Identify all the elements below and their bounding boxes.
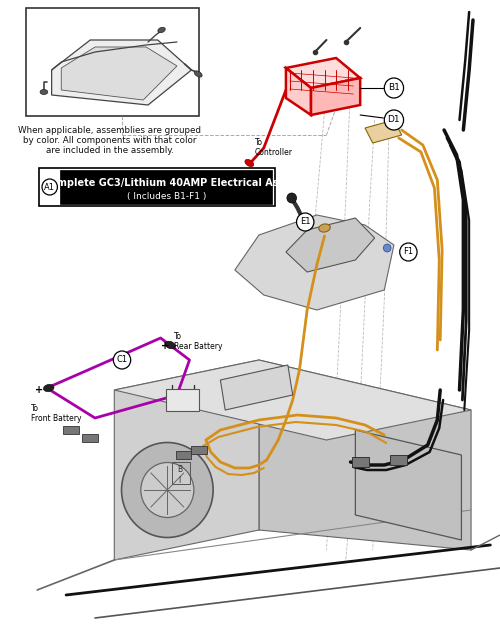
Polygon shape xyxy=(235,215,394,310)
Text: by color. All components with that color: by color. All components with that color xyxy=(22,136,196,145)
Circle shape xyxy=(287,193,296,203)
Text: +: + xyxy=(35,385,43,395)
Text: E1: E1 xyxy=(300,218,310,227)
Text: A1: A1 xyxy=(44,182,55,192)
Ellipse shape xyxy=(158,27,166,33)
Text: To
Front Battery: To Front Battery xyxy=(32,404,82,423)
FancyBboxPatch shape xyxy=(82,434,98,442)
FancyBboxPatch shape xyxy=(60,170,272,204)
Text: ( Includes B1-F1 ): ( Includes B1-F1 ) xyxy=(126,192,206,201)
Circle shape xyxy=(384,110,404,130)
Text: F1: F1 xyxy=(404,248,413,256)
Polygon shape xyxy=(286,68,311,115)
Circle shape xyxy=(384,78,404,98)
Ellipse shape xyxy=(44,384,54,392)
Text: To
Rear Battery: To Rear Battery xyxy=(174,332,222,351)
Ellipse shape xyxy=(40,89,48,94)
FancyBboxPatch shape xyxy=(352,457,369,467)
Circle shape xyxy=(42,179,58,195)
Polygon shape xyxy=(114,360,259,560)
Polygon shape xyxy=(311,78,360,115)
Polygon shape xyxy=(365,120,402,143)
Ellipse shape xyxy=(245,160,254,166)
Polygon shape xyxy=(62,47,177,100)
Text: C1: C1 xyxy=(116,356,128,365)
Text: D1: D1 xyxy=(388,115,400,125)
Polygon shape xyxy=(286,58,360,88)
Text: Complete GC3/Lithium 40AMP Electrical Assy: Complete GC3/Lithium 40AMP Electrical As… xyxy=(42,178,290,188)
Ellipse shape xyxy=(141,463,194,518)
Circle shape xyxy=(114,351,130,369)
Text: are included in the assembly.: are included in the assembly. xyxy=(46,146,174,155)
FancyBboxPatch shape xyxy=(192,446,207,454)
FancyBboxPatch shape xyxy=(166,389,199,411)
Polygon shape xyxy=(52,40,192,105)
Polygon shape xyxy=(220,365,292,410)
Polygon shape xyxy=(286,218,374,272)
Text: +: + xyxy=(160,341,168,351)
FancyBboxPatch shape xyxy=(63,426,78,434)
Polygon shape xyxy=(114,360,471,440)
FancyBboxPatch shape xyxy=(26,8,199,116)
Circle shape xyxy=(296,213,314,231)
FancyBboxPatch shape xyxy=(390,455,407,465)
Polygon shape xyxy=(356,430,462,540)
Ellipse shape xyxy=(165,341,175,349)
Ellipse shape xyxy=(194,71,202,77)
Circle shape xyxy=(384,244,391,252)
Ellipse shape xyxy=(122,442,213,537)
Ellipse shape xyxy=(319,224,330,232)
Text: To
Controller: To Controller xyxy=(255,137,293,157)
Polygon shape xyxy=(259,360,471,550)
Text: B
I: B I xyxy=(178,465,182,485)
Circle shape xyxy=(400,243,417,261)
Text: When applicable, assemblies are grouped: When applicable, assemblies are grouped xyxy=(18,126,201,135)
Text: B1: B1 xyxy=(388,84,400,92)
FancyBboxPatch shape xyxy=(176,451,192,459)
